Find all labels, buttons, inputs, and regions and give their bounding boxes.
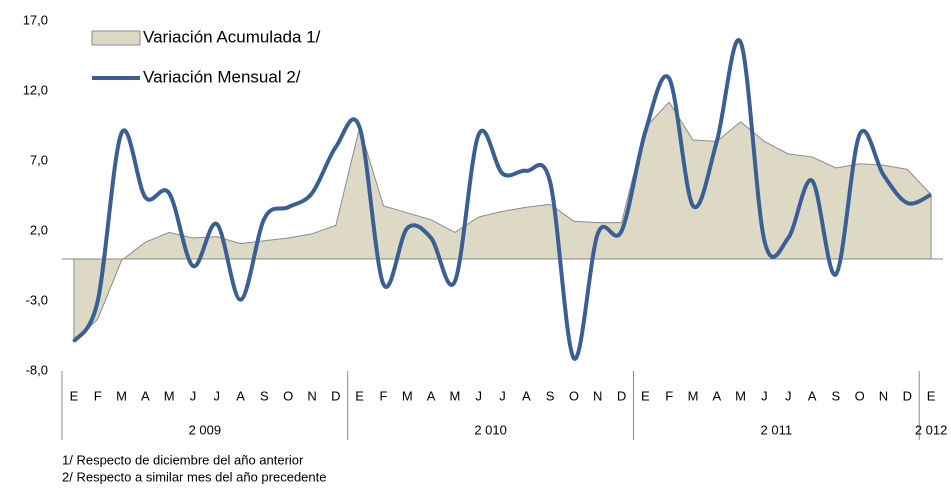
y-tick-label: 2,0 [30, 222, 48, 237]
y-tick-label: 12,0 [23, 82, 48, 97]
year-label: 2 010 [474, 422, 507, 437]
footnote: 2/ Respecto a similar mes del año preced… [62, 469, 326, 484]
x-tick-label: O [855, 388, 865, 403]
x-tick-label: F [665, 388, 673, 403]
line [72, 37, 932, 361]
x-tick-label: J [475, 388, 482, 403]
x-tick-label: A [808, 388, 817, 403]
year-label: 2 012 [915, 422, 948, 437]
legend-label: Variación Acumulada 1/ [143, 27, 321, 46]
x-tick-label: J [785, 388, 792, 403]
x-tick-label: A [427, 388, 436, 403]
x-tick-label: N [307, 388, 316, 403]
x-tick-label: E [641, 388, 650, 403]
x-tick-label: A [712, 388, 721, 403]
x-tick-label: D [617, 388, 626, 403]
area [73, 101, 932, 343]
y-tick-label: -3,0 [26, 292, 48, 307]
x-tick-label: F [94, 388, 102, 403]
x-tick-label: J [190, 388, 197, 403]
x-tick-label: N [879, 388, 888, 403]
x-tick-label: J [214, 388, 221, 403]
x-tick-label: J [761, 388, 768, 403]
x-tick-label: S [260, 388, 269, 403]
x-tick-label: M [735, 388, 746, 403]
x-tick-label: D [331, 388, 340, 403]
x-tick-label: E [70, 388, 79, 403]
year-label: 2 009 [189, 422, 222, 437]
x-tick-label: F [379, 388, 387, 403]
x-tick-label: O [569, 388, 579, 403]
x-tick-label: E [927, 388, 936, 403]
y-tick-label: 17,0 [23, 12, 48, 27]
x-tick-label: S [832, 388, 841, 403]
legend-label: Variación Mensual 2/ [143, 67, 301, 86]
x-tick-label: S [546, 388, 555, 403]
x-tick-label: D [903, 388, 912, 403]
x-tick-label: M [116, 388, 127, 403]
x-tick-label: M [449, 388, 460, 403]
x-tick-label: A [236, 388, 245, 403]
x-tick-label: A [141, 388, 150, 403]
x-tick-label: M [688, 388, 699, 403]
x-tick-label: J [499, 388, 506, 403]
year-label: 2 011 [761, 422, 793, 437]
legend-swatch [91, 30, 141, 46]
x-tick-label: E [355, 388, 364, 403]
x-tick-label: O [283, 388, 293, 403]
x-tick-label: N [593, 388, 602, 403]
footnote: 1/ Respecto de diciembre del año anterio… [62, 452, 304, 467]
x-tick-label: M [402, 388, 413, 403]
y-tick-label: -8,0 [26, 362, 48, 377]
x-tick-label: M [164, 388, 175, 403]
y-tick-label: 7,0 [30, 152, 48, 167]
x-tick-label: A [522, 388, 531, 403]
